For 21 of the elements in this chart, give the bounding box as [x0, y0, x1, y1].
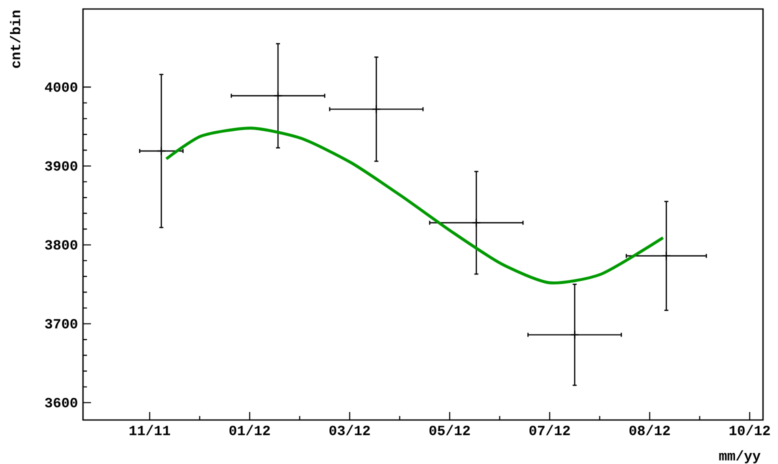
x-tick-label: 01/12	[229, 424, 270, 436]
y-tick-label: 3700	[45, 318, 78, 329]
point	[662, 251, 671, 261]
y-axis-title: cnt/bin	[10, 10, 20, 68]
point	[156, 146, 166, 156]
x-tick-label: 11/11	[130, 424, 170, 436]
y-tick-label: 3900	[45, 161, 78, 171]
point	[570, 330, 580, 340]
y-tick-label: 3600	[45, 398, 78, 408]
point	[273, 91, 283, 100]
y-tick-label: 4000	[44, 82, 78, 92]
x-axis-title: mm/yy	[719, 450, 760, 464]
point	[472, 218, 481, 228]
x-tick-label: 08/12	[629, 424, 670, 436]
x-tick-label: 10/12	[730, 424, 770, 436]
x-tick-label: 05/12	[429, 424, 470, 436]
line-series	[164, 126, 664, 284]
x-tick-label: 07/12	[529, 424, 570, 436]
point	[372, 104, 381, 114]
y-tick-label: 3800	[45, 240, 78, 250]
x-tick-label: 03/12	[329, 424, 370, 436]
